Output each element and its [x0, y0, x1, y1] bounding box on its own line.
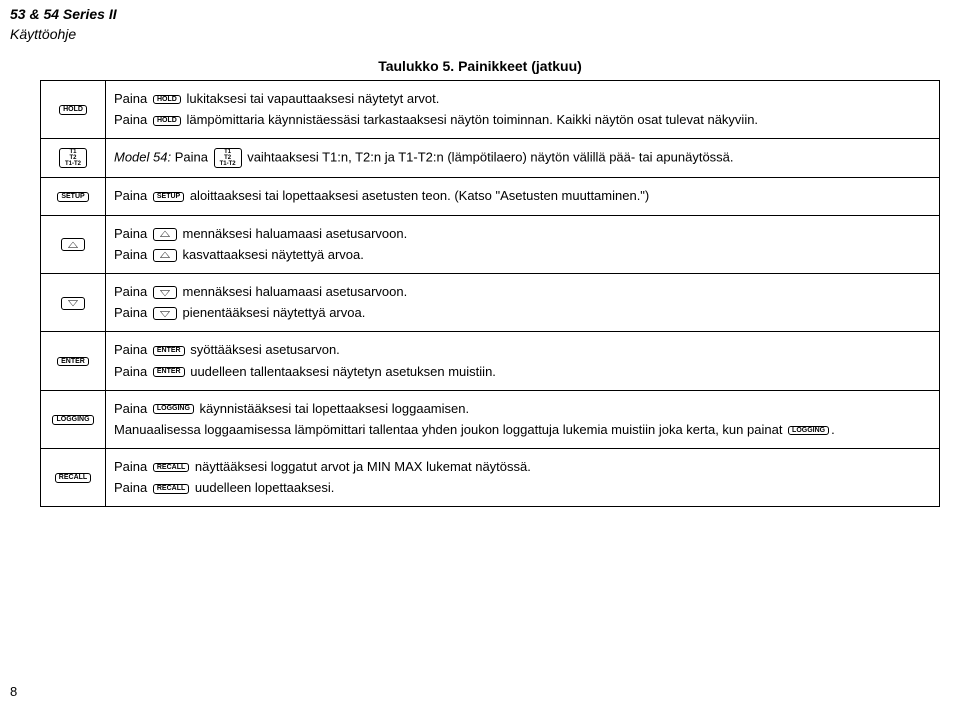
doc-header-line1: 53 & 54 Series II: [0, 0, 960, 26]
enter-key-icon: ENTER: [153, 367, 185, 377]
recall-key-icon: RECALL: [153, 463, 189, 473]
text: Paina: [114, 188, 151, 203]
enter-key-icon: ENTER: [57, 357, 89, 367]
text: mennäksesi haluamaasi asetusarvoon.: [179, 226, 407, 241]
table-row: Paina mennäksesi haluamaasi asetusarvoon…: [41, 215, 940, 273]
logging-key-icon: LOGGING: [788, 426, 829, 436]
enter-key-icon: ENTER: [153, 346, 185, 356]
triangle-down-icon: [153, 286, 177, 299]
table-row: LOGGING Paina LOGGING käynnistääksesi ta…: [41, 390, 940, 448]
text: Manuaalisessa loggaamisessa lämpömittari…: [114, 422, 786, 437]
text: Paina: [114, 284, 151, 299]
recall-key-icon: RECALL: [55, 473, 91, 483]
text: Paina: [114, 226, 151, 241]
text: Paina: [114, 401, 151, 416]
table-row: Paina mennäksesi haluamaasi asetusarvoon…: [41, 273, 940, 331]
doc-header-line2: Käyttöohje: [0, 26, 960, 50]
text: Paina: [114, 247, 151, 262]
text: Paina: [114, 364, 151, 379]
table-title: Taulukko 5. Painikkeet (jatkuu): [0, 50, 960, 80]
text: mennäksesi haluamaasi asetusarvoon.: [179, 284, 407, 299]
text: syöttääksesi asetusarvon.: [187, 342, 340, 357]
text: lämpömittaria käynnistäessäsi tarkastaak…: [183, 112, 758, 127]
logging-key-icon: LOGGING: [52, 415, 93, 425]
text: Paina: [114, 91, 151, 106]
text: käynnistääksesi tai lopettaaksesi loggaa…: [196, 401, 469, 416]
text: lukitaksesi tai vapauttaaksesi näytetyt …: [183, 91, 440, 106]
text: Paina: [114, 305, 151, 320]
text: Paina: [175, 150, 212, 165]
text: Paina: [114, 112, 151, 127]
triangle-down-icon: [61, 297, 85, 310]
text: pienentääksesi näytettyä arvoa.: [179, 305, 365, 320]
triangle-down-icon: [153, 307, 177, 320]
table-row: HOLD Paina HOLD lukitaksesi tai vapautta…: [41, 81, 940, 139]
hold-key-icon: HOLD: [153, 95, 181, 105]
page-number: 8: [10, 684, 17, 699]
text: Model 54:: [114, 150, 175, 165]
hold-key-icon: HOLD: [59, 105, 87, 115]
setup-key-icon: SETUP: [153, 192, 184, 202]
text: uudelleen lopettaaksesi.: [191, 480, 334, 495]
table-row: SETUP Paina SETUP aloittaaksesi tai lope…: [41, 178, 940, 215]
t1t2-key-icon: T1T2T1-T2: [59, 148, 87, 168]
table-row: ENTER Paina ENTER syöttääksesi asetusarv…: [41, 332, 940, 390]
text: Paina: [114, 459, 151, 474]
recall-key-icon: RECALL: [153, 484, 189, 494]
text: vaihtaaksesi T1:n, T2:n ja T1-T2:n (lämp…: [244, 150, 734, 165]
logging-key-icon: LOGGING: [153, 404, 194, 414]
text: Paina: [114, 480, 151, 495]
table-row: T1T2T1-T2 Model 54: Paina T1T2T1-T2 vaih…: [41, 139, 940, 178]
text: aloittaaksesi tai lopettaaksesi asetuste…: [186, 188, 649, 203]
text: kasvattaaksesi näytettyä arvoa.: [179, 247, 364, 262]
text: uudelleen tallentaaksesi näytetyn asetuk…: [187, 364, 496, 379]
triangle-up-icon: [153, 249, 177, 262]
hold-key-icon: HOLD: [153, 116, 181, 126]
setup-key-icon: SETUP: [57, 192, 88, 202]
buttons-table: HOLD Paina HOLD lukitaksesi tai vapautta…: [40, 80, 940, 507]
text: .: [831, 422, 835, 437]
table-row: RECALL Paina RECALL näyttääksesi loggatu…: [41, 449, 940, 507]
text: Paina: [114, 342, 151, 357]
text: näyttääksesi loggatut arvot ja MIN MAX l…: [191, 459, 531, 474]
t1t2-key-icon: T1T2T1-T2: [214, 148, 242, 168]
triangle-up-icon: [153, 228, 177, 241]
triangle-up-icon: [61, 238, 85, 251]
